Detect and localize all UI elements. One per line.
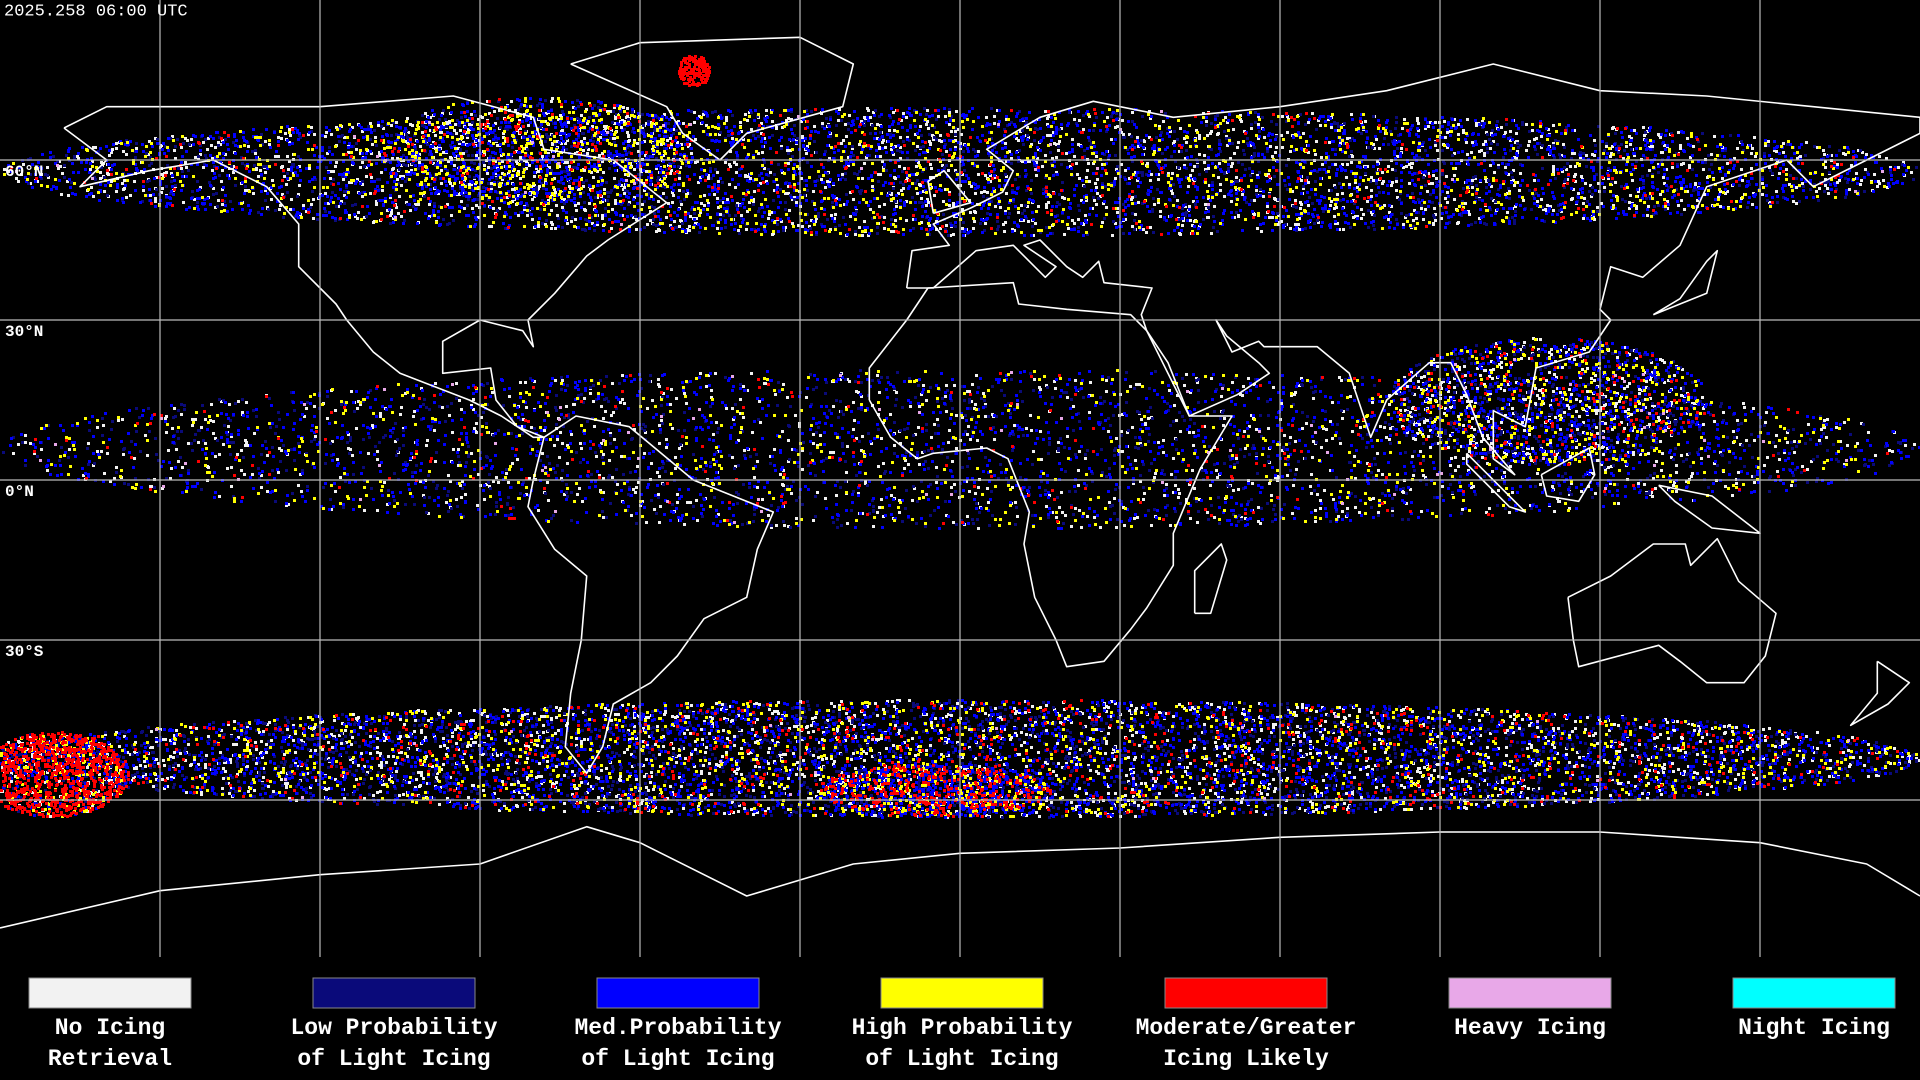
legend-label: of Light Icing	[297, 1046, 490, 1072]
icing-pixel-group	[0, 97, 1918, 818]
legend-label: of Light Icing	[581, 1046, 774, 1072]
legend-swatch	[312, 977, 476, 1009]
legend-label: High Probability	[852, 1015, 1073, 1041]
legend-label: No Icing	[55, 1015, 165, 1041]
timestamp: 2025.258 06:00 UTC	[4, 2, 188, 21]
legend-swatch	[596, 977, 760, 1009]
latitude-label: 60°N	[5, 163, 43, 181]
legend-swatch	[1164, 977, 1328, 1009]
coastline	[527, 415, 775, 775]
latitude-labels: 60°N 30°N 0°N 30°S	[5, 163, 44, 661]
legend-label: Heavy Icing	[1454, 1015, 1606, 1041]
coastline	[1849, 660, 1911, 727]
latitude-label: 0°N	[5, 483, 34, 501]
legend-swatch	[880, 977, 1044, 1009]
coastline	[1658, 484, 1761, 535]
legend-swatch	[1448, 977, 1612, 1009]
legend-swatch	[28, 977, 192, 1009]
coastline	[1567, 537, 1777, 684]
legend-label: Night Icing	[1738, 1015, 1890, 1041]
coastline	[0, 825, 1920, 929]
coastline	[1193, 543, 1228, 615]
legend-label: Retrieval	[48, 1046, 172, 1072]
coastline	[570, 36, 855, 161]
icing-pixels	[0, 55, 1920, 819]
coastline	[1652, 249, 1719, 316]
legend-label: Med.Probability	[574, 1015, 781, 1041]
coastlines	[0, 36, 1920, 929]
coastline	[927, 169, 972, 215]
latitude-label: 30°N	[5, 323, 43, 341]
legend-swatch	[1732, 977, 1896, 1009]
legend-label: Icing Likely	[1163, 1046, 1329, 1072]
graticule	[0, 0, 1920, 957]
legend-label: Moderate/Greater	[1136, 1015, 1357, 1041]
legend: No Icing Retrieval Low Probability of Light…	[28, 977, 1896, 1072]
coastline	[1540, 447, 1596, 503]
latitude-label: 30°S	[5, 643, 44, 661]
icing-pixel-group	[0, 97, 1920, 819]
legend-label: Low Probability	[290, 1015, 497, 1041]
legend-label: of Light Icing	[865, 1046, 1058, 1072]
coastline	[63, 95, 668, 439]
coastline	[868, 281, 1233, 668]
coastline	[1465, 452, 1527, 513]
